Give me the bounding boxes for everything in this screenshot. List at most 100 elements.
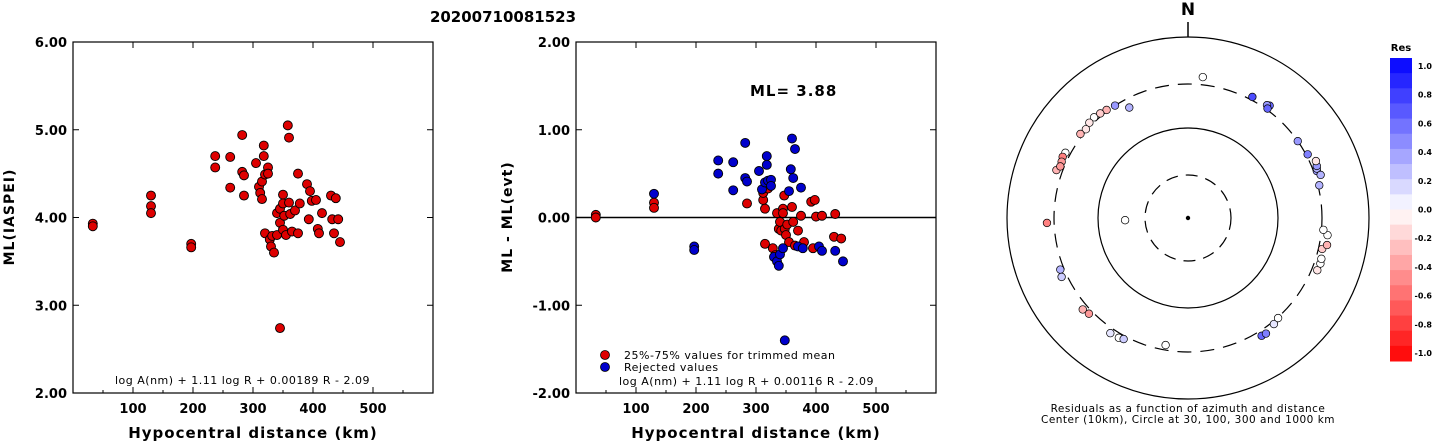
data-point [284, 197, 294, 208]
plot-frame [72, 41, 434, 394]
data-point [778, 208, 788, 219]
data-point [817, 245, 827, 256]
data-point [778, 243, 788, 254]
data-point [210, 162, 221, 173]
data-point [314, 228, 324, 239]
station-point [1248, 92, 1257, 102]
colorbar-cell [1390, 58, 1412, 74]
station-point [1316, 170, 1325, 180]
data-point [294, 198, 305, 209]
station-point [1102, 105, 1111, 115]
colorbar-tick-label: 0.6 [1418, 119, 1433, 128]
station-point [1042, 218, 1052, 228]
azimuth-residual-plot: N Residuals as a function of azimuth and… [1006, 0, 1370, 426]
data-point [790, 144, 800, 155]
station-point [1056, 265, 1065, 274]
colorbar-cell [1390, 300, 1412, 317]
y-tick-label: 6.00 [35, 36, 67, 51]
x-axis-label: Hypocentral distance (km) [128, 424, 378, 441]
figure-title: 20200710081523 [430, 8, 576, 26]
north-label: N [1181, 0, 1195, 20]
colorbar-cell [1390, 148, 1412, 165]
station-point [1319, 225, 1328, 234]
station-point [1317, 254, 1326, 263]
data-point [293, 168, 303, 179]
x-tick-label: 100 [119, 402, 146, 417]
colorbar-cell [1390, 224, 1412, 241]
station-point [1198, 72, 1207, 82]
x-tick-label: 400 [299, 402, 326, 417]
data-point [796, 182, 806, 193]
colorbar-cell [1390, 133, 1412, 150]
y-tick-labels: 2.00 3.00 4.00 5.00 6.00 [35, 36, 433, 402]
data-point [830, 245, 841, 256]
ring-30km [1144, 174, 1232, 262]
ml-annotation: ML= 3.88 [750, 82, 837, 100]
ring-1000km [1006, 36, 1370, 400]
x-tick-label: 300 [742, 402, 769, 417]
legend-label-trimmed: 25%-75% values for trimmed mean [624, 349, 836, 362]
colorbar-tick-label: 0.4 [1418, 148, 1433, 157]
station-point [1269, 319, 1279, 329]
data-point [649, 188, 659, 199]
center-epicenter [1185, 215, 1191, 221]
data-point [689, 245, 700, 255]
colorbar-cell [1390, 118, 1412, 135]
x-tick-label: 500 [862, 402, 889, 417]
data-point [284, 132, 294, 143]
data-point [793, 225, 803, 236]
colorbar-cell [1390, 254, 1412, 271]
station-point [1293, 136, 1302, 146]
data-point [784, 186, 794, 197]
data-point [210, 151, 221, 162]
data-point [754, 166, 764, 176]
data-point [590, 212, 601, 223]
data-point [146, 208, 156, 219]
data-point [251, 158, 261, 169]
station-point [1056, 162, 1065, 171]
data-point [278, 189, 288, 200]
data-point [830, 209, 841, 219]
data-point [317, 208, 327, 219]
x-tick-label: 200 [682, 402, 709, 417]
formula: log A(nm) + 1.11 log R + 0.00189 R - 2.0… [115, 374, 370, 387]
data-point [329, 228, 339, 239]
station-point [1084, 309, 1094, 318]
y-tick-label: 1.00 [538, 124, 570, 139]
formula: log A(nm) + 1.11 log R + 0.00116 R - 2.0… [619, 375, 874, 388]
data-point [293, 228, 303, 239]
colorbar-cell [1390, 164, 1412, 180]
colorbar-tick-label: 1.0 [1418, 62, 1433, 71]
x-tick-label: 200 [179, 402, 206, 417]
station-point [1085, 118, 1094, 127]
data-point [258, 140, 269, 151]
station-point [1120, 216, 1130, 225]
residual-distance-chart: -2.00 -1.00 0.00 1.00 2.00 100 200 300 400 500 M… [500, 36, 937, 441]
data-point [87, 221, 98, 232]
colorbar-cell [1390, 285, 1412, 301]
residual-colorbar: Res 1.0 0.8 0.6 0.4 0.2 0.0 -0.2 -0.4 -0.6 -0.8 -1… [1390, 43, 1432, 362]
station-point [1273, 313, 1283, 323]
data-point [258, 151, 269, 162]
colorbar-cells [1390, 58, 1412, 362]
data-point [760, 203, 770, 214]
station-point [1057, 272, 1066, 282]
data-point [263, 168, 273, 179]
legend-marker-rejected [600, 362, 610, 372]
data-point [237, 130, 248, 140]
x-tick-label: 100 [622, 402, 649, 417]
x-axis-label: Hypocentral distance (km) [631, 424, 881, 441]
station-point [1322, 240, 1332, 250]
data-point [809, 194, 820, 205]
data-point [788, 173, 799, 183]
legend-label-rejected: Rejected values [624, 361, 719, 374]
data-point [785, 164, 796, 175]
y-tick-label: 2.00 [35, 387, 67, 402]
colorbar-cell [1390, 209, 1412, 226]
colorbar-cell [1390, 345, 1412, 362]
data-point [649, 202, 659, 213]
colorbar-tick-label: -1.0 [1415, 349, 1433, 358]
caption-line-2: Center (10km), Circle at 30, 100, 300 an… [1041, 414, 1335, 426]
legend: 25%-75% values for trimmed mean Rejected… [600, 349, 836, 374]
